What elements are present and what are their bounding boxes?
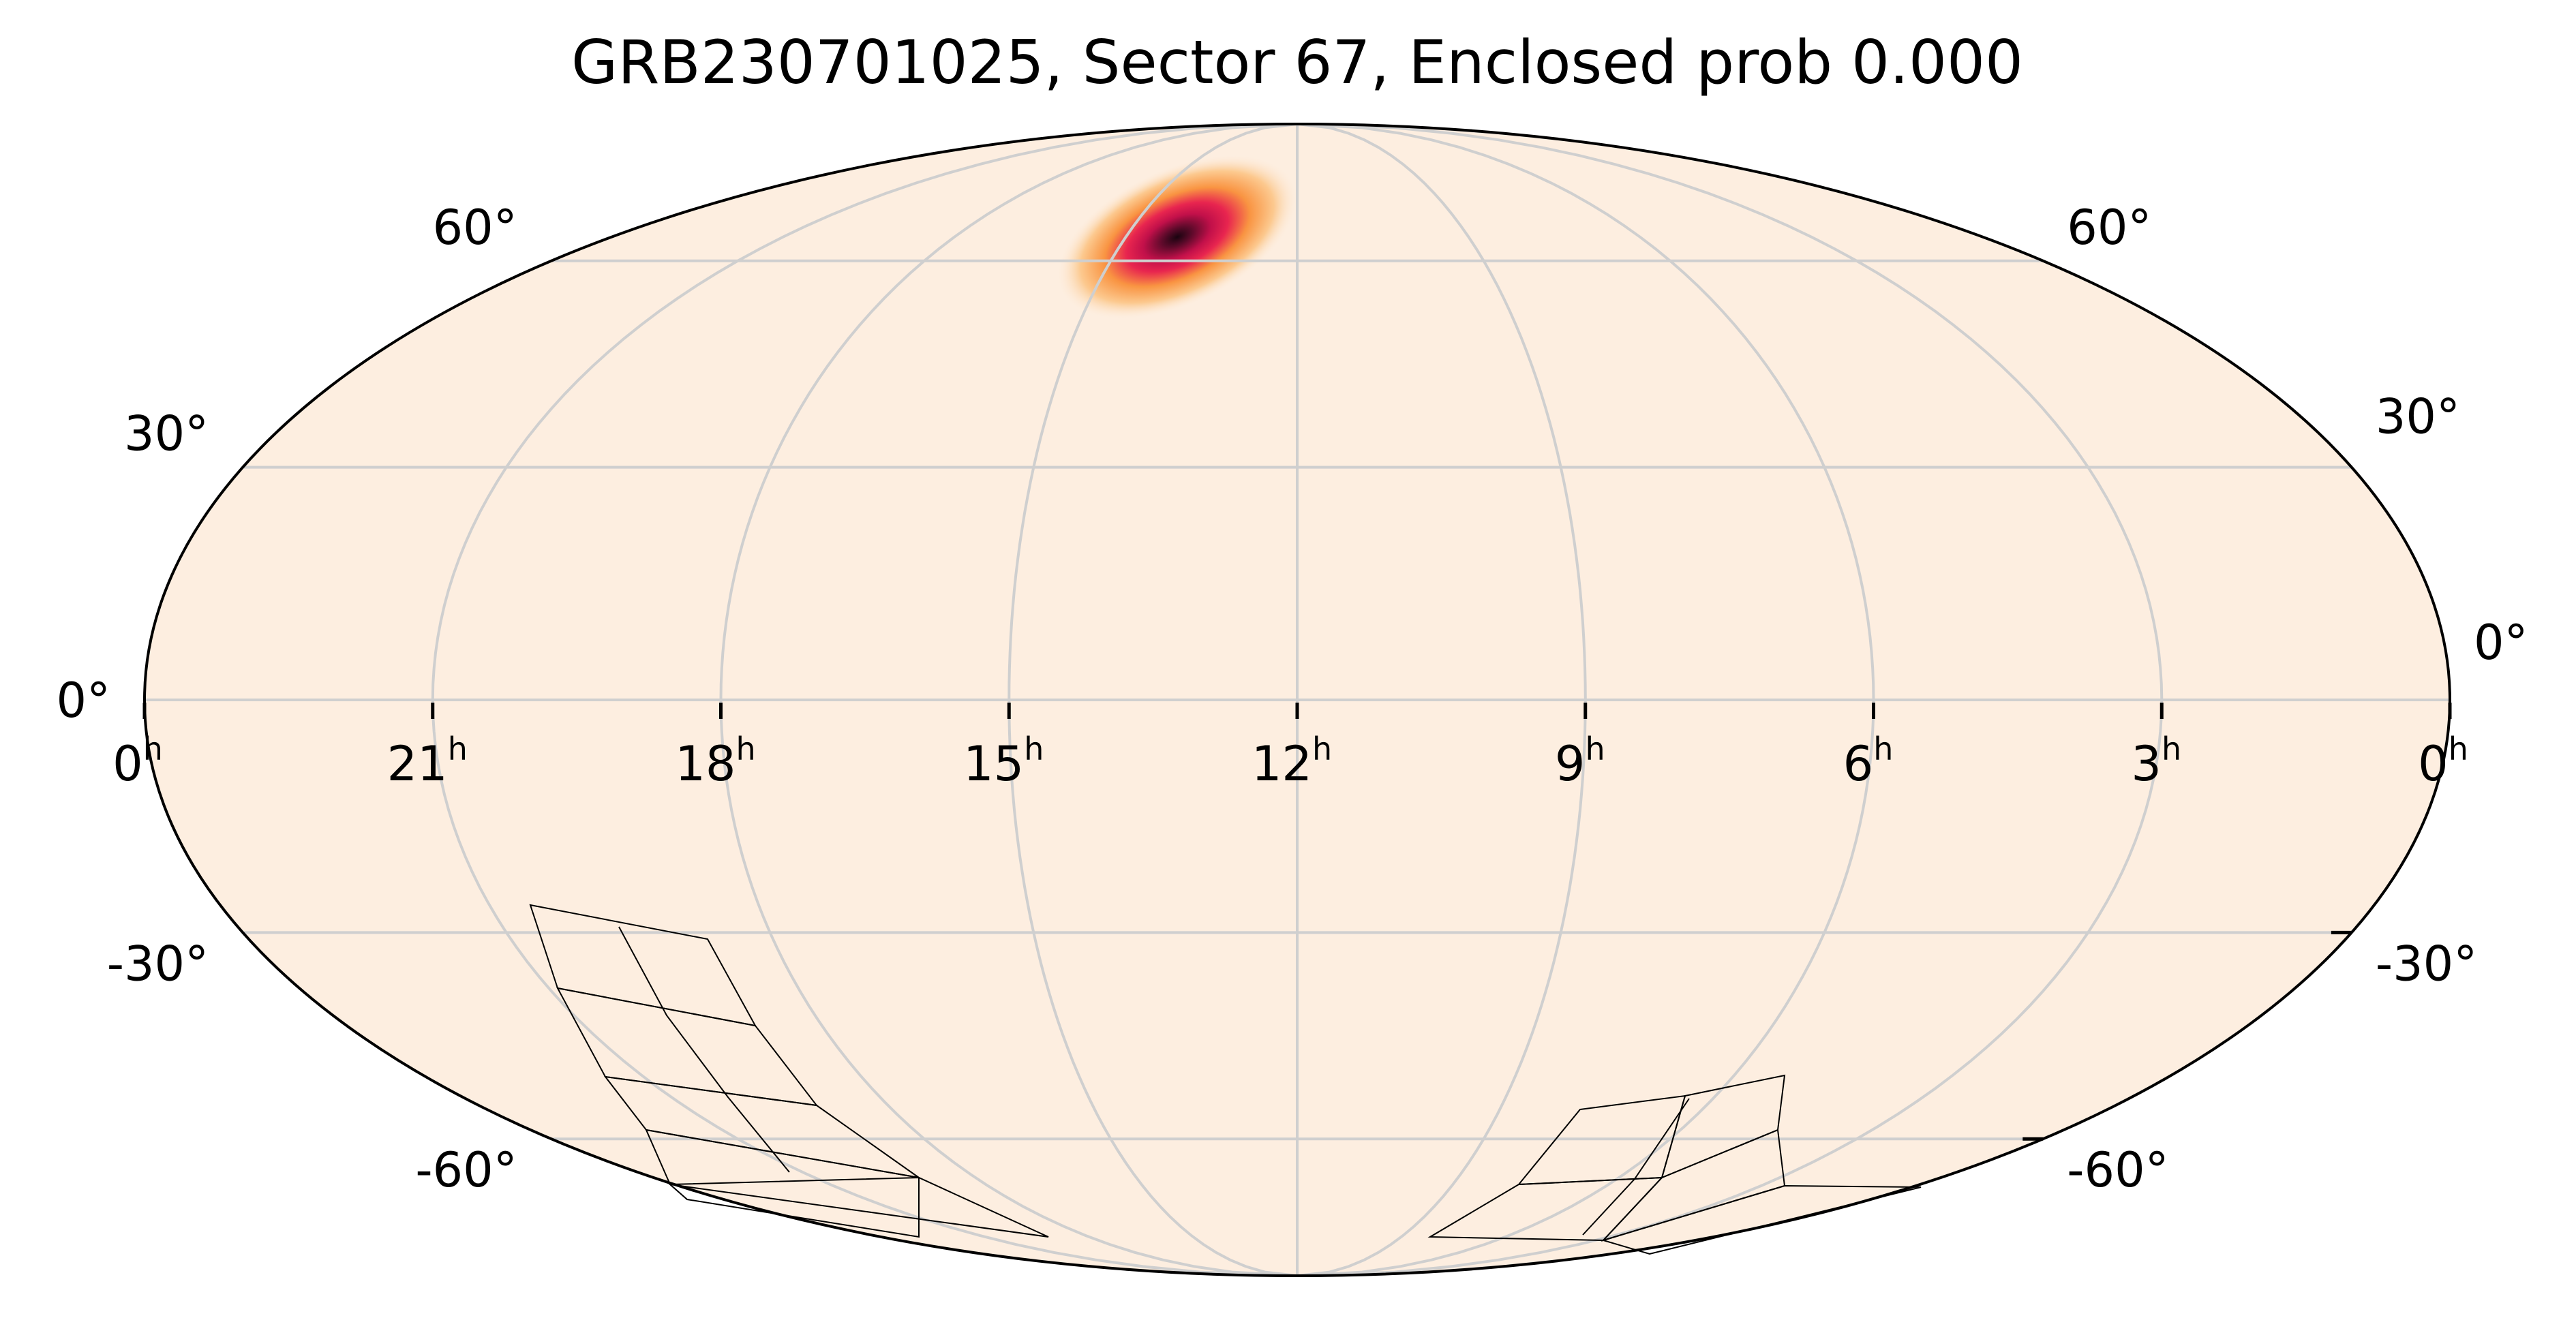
ra-tick-label: 3h (2131, 731, 2181, 792)
sky-boundary (143, 123, 2451, 1277)
probability-layer (1056, 154, 1299, 320)
tess-sector-footprint (529, 904, 1922, 1255)
grid-ra-line (1297, 124, 1875, 1276)
dec-tick-label-right: 60° (2067, 200, 2151, 256)
sector-ccd-seam (618, 926, 790, 1173)
dec-tick-label-left: 60° (433, 200, 517, 256)
chart-title: GRB230701025, Sector 67, Enclosed prob 0… (571, 27, 2023, 97)
ra-tick-label: 12h (1252, 731, 1332, 792)
dec-tick-label-left: 0° (56, 673, 110, 729)
grid-ra-line (1007, 124, 1298, 1276)
axis-ticks (142, 703, 2452, 1141)
dec-tick-label-right: -60° (2067, 1142, 2168, 1198)
sector-ccd-outline (668, 1176, 920, 1238)
dec-tick-label-right: 0° (2474, 615, 2528, 671)
grid-ra-line (719, 124, 1298, 1276)
sector-ccd-outline (645, 1129, 1049, 1238)
dec-tick-label-left: -30° (107, 936, 209, 992)
grid-ra-line (1297, 124, 2164, 1276)
sector-ccd-seam (1582, 1098, 1690, 1236)
grid-ra-line (431, 124, 1298, 1276)
dec-tick-label-left: 30° (124, 406, 209, 462)
dec-tick-label-right: 30° (2376, 389, 2460, 445)
probability-peak (1056, 154, 1299, 320)
ra-tick-label: 18h (675, 731, 755, 792)
dec-tick-label-left: -60° (415, 1142, 517, 1198)
ra-tick-label: 0h (2418, 731, 2468, 792)
dec-tick-label-right: -30° (2376, 936, 2477, 992)
sector-ccd-outline (1601, 1184, 1922, 1255)
grid-ra-line (1297, 124, 1587, 1276)
